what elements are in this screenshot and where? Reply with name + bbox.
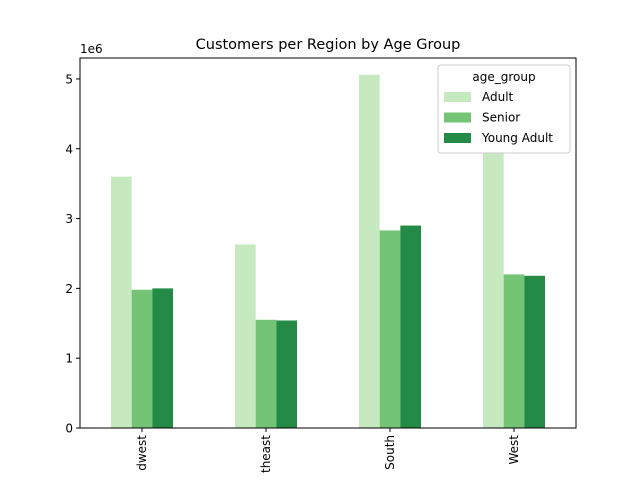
x-axis: dwest theast South West: [135, 428, 521, 473]
y-tick-label: 0: [65, 422, 73, 436]
legend-swatch: [444, 92, 471, 102]
legend: age_group Adult Senior Young Adult: [437, 64, 571, 154]
x-tick-label: West: [507, 435, 521, 465]
plot-frame: [79, 57, 577, 429]
bar-senior-3: [503, 274, 525, 428]
bar-senior-0: [131, 289, 153, 428]
bar-young-adult-1: [276, 320, 297, 428]
bar-senior-2: [379, 230, 401, 428]
bar-senior-1: [255, 319, 277, 428]
legend-title: age_group: [472, 70, 535, 84]
legend-label: Senior: [482, 111, 520, 125]
bar-young-adult-0: [152, 288, 173, 428]
bars-group: [111, 74, 545, 428]
bar-young-adult-2: [400, 225, 421, 428]
legend-label: Adult: [482, 90, 514, 104]
x-tick-label: South: [383, 435, 397, 470]
legend-label: Young Adult: [481, 131, 553, 145]
legend-swatch: [444, 133, 471, 143]
bar-adult-0: [111, 176, 132, 428]
x-tick-label: dwest: [135, 435, 149, 471]
chart-title: Customers per Region by Age Group: [196, 37, 461, 53]
y-tick-label: 2: [65, 282, 73, 296]
x-tick-label: theast: [259, 435, 273, 473]
bar-young-adult-3: [524, 275, 545, 428]
y-tick-label: 1: [65, 352, 73, 366]
bar-adult-2: [359, 74, 380, 428]
bar-adult-1: [235, 244, 256, 428]
legend-box: [437, 64, 571, 154]
y-tick-label: 5: [65, 72, 73, 86]
bar-adult-3: [483, 152, 504, 428]
legend-items: Adult Senior Young Adult: [444, 90, 553, 145]
y-axis: 0 1 2 3 4 5: [65, 72, 80, 436]
y-tick-label: 3: [65, 212, 73, 226]
legend-swatch: [444, 112, 471, 123]
y-tick-label: 4: [65, 142, 73, 156]
y-scale-label: 1e6: [80, 42, 103, 56]
